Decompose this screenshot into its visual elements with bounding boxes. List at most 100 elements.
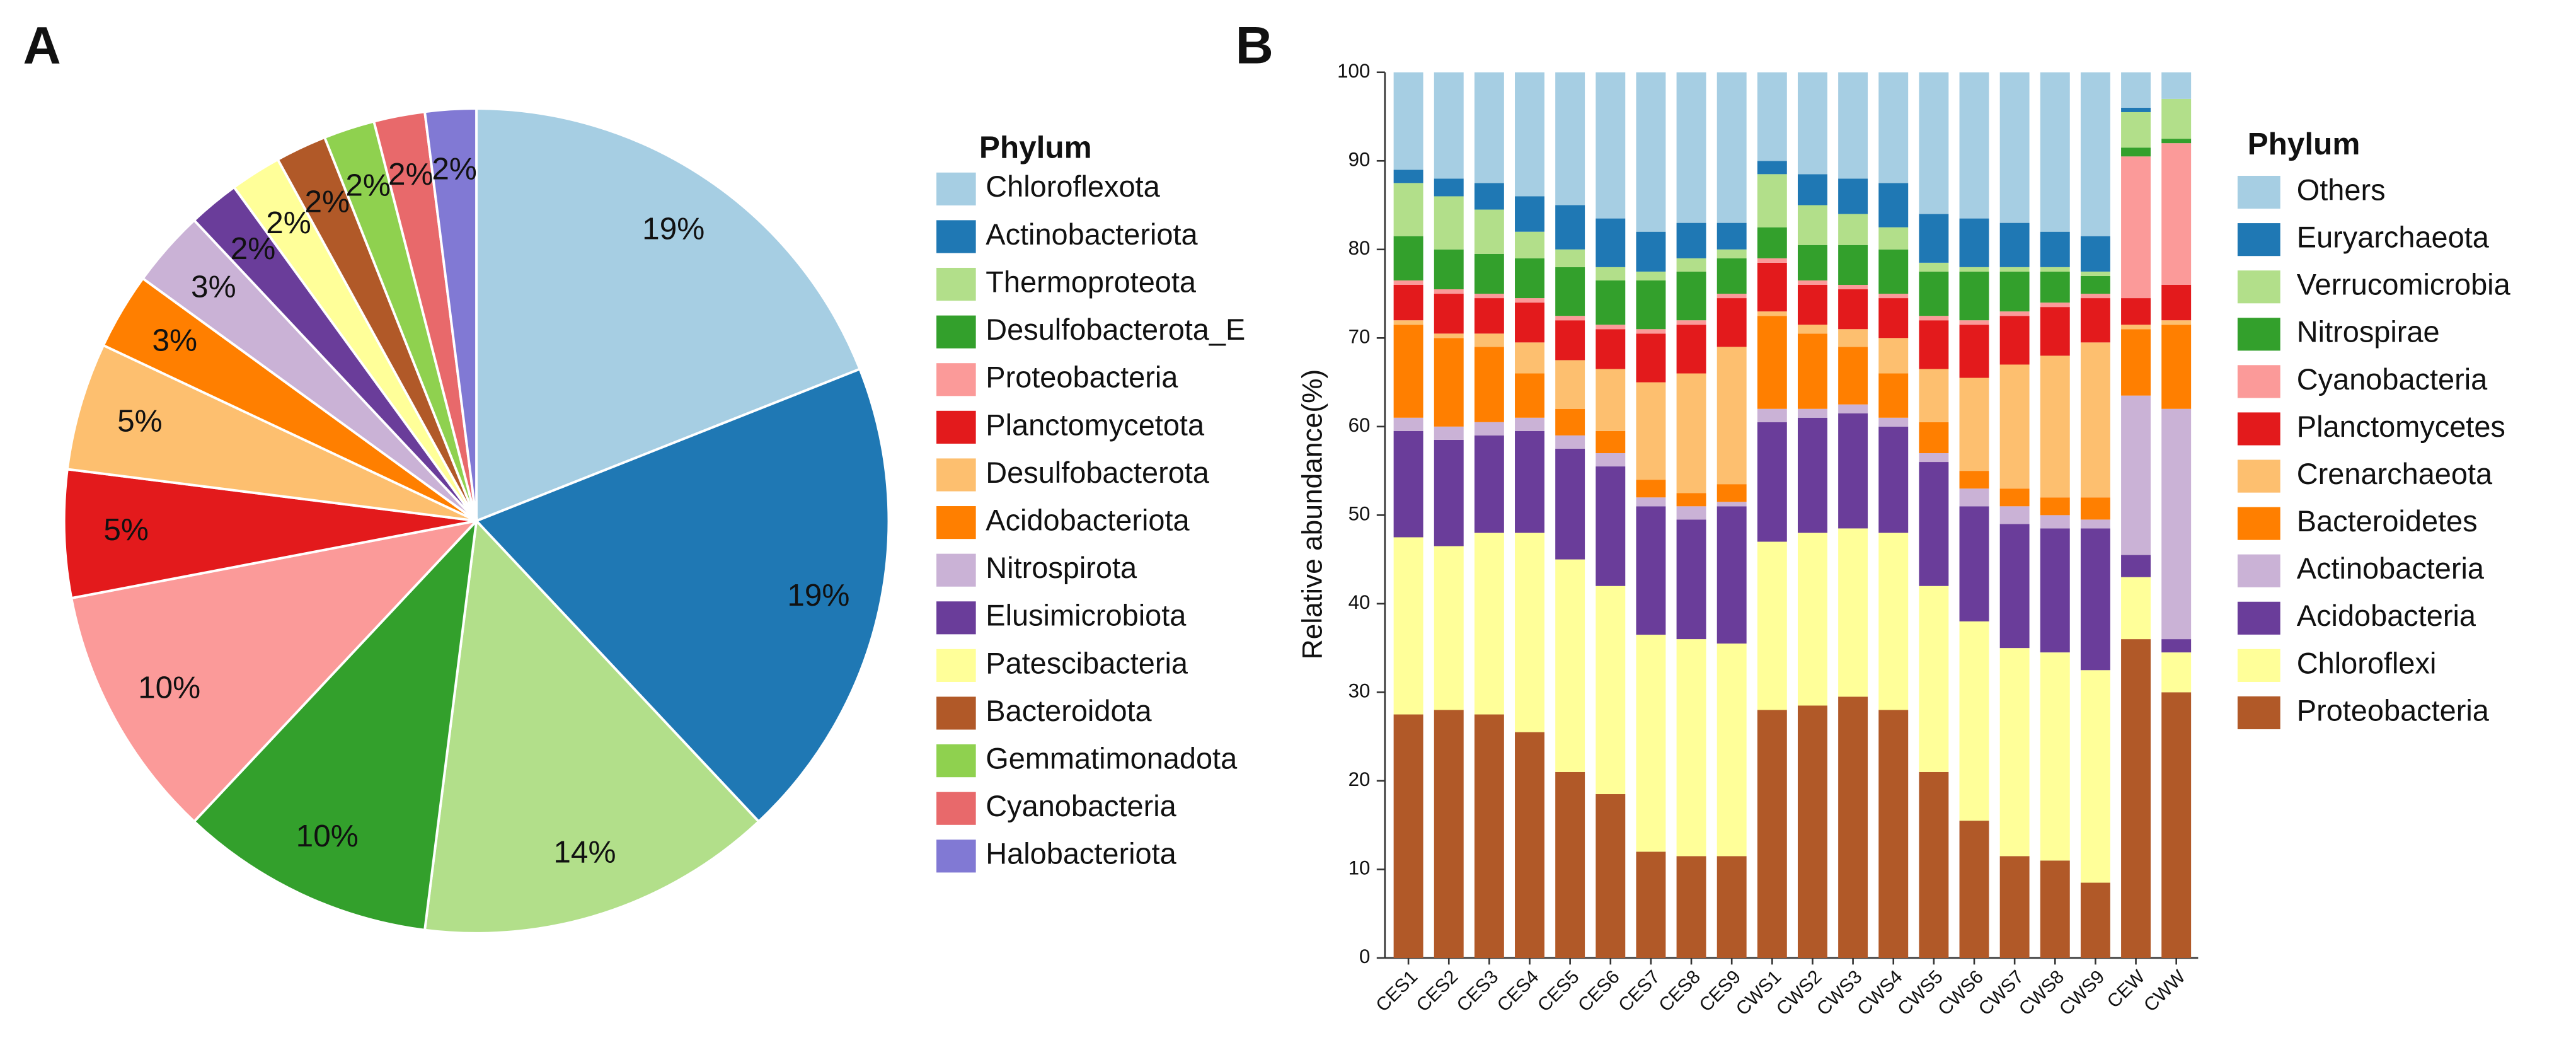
bar-segment: [1393, 537, 1423, 715]
bar-segment: [2040, 72, 2070, 232]
legend-swatch: [936, 315, 976, 349]
bar-segment: [1919, 462, 1949, 586]
bar-segment: [1999, 506, 2030, 524]
bar-segment: [2161, 284, 2192, 321]
bar-segment: [1919, 320, 1949, 369]
bar-segment: [2080, 882, 2110, 958]
x-tick-label: CES4: [1493, 966, 1543, 1016]
slice-label: 3%: [152, 323, 198, 357]
bar-segment: [1393, 430, 1423, 538]
bar-segment: [1878, 417, 1909, 427]
bar-segment: [1636, 635, 1666, 852]
bar-segment: [2161, 72, 2192, 99]
legend-label: Planctomycetota: [986, 408, 1205, 441]
bar-segment: [1474, 422, 1504, 436]
bar-segment: [1797, 174, 1827, 205]
bar-segment: [1838, 72, 1868, 179]
bar-segment: [1838, 214, 1868, 245]
bar-segment: [1959, 267, 1989, 272]
panel-label: B: [1236, 15, 1274, 74]
bar-segment: [1757, 541, 1787, 710]
pie-slice: [423, 518, 761, 935]
bar-segment: [1959, 506, 1989, 621]
bar-segment: [1434, 439, 1464, 546]
x-tick-label: CWS2: [1773, 966, 1826, 1020]
legend-label: Crenarchaeota: [2297, 458, 2493, 490]
bar-segment: [2121, 107, 2151, 112]
legend-label: Patescibacteria: [986, 647, 1188, 679]
x-tick-label: CWW: [2140, 966, 2190, 1016]
bar-segment: [1878, 533, 1909, 710]
legend-swatch: [2237, 365, 2280, 398]
bar-segment: [1878, 338, 1909, 374]
bar-segment: [1878, 249, 1909, 294]
bar-segment: [1716, 502, 1747, 507]
bar-segment: [1878, 227, 1909, 250]
bar-segment: [1393, 320, 1423, 325]
x-tick-label: CES6: [1574, 966, 1624, 1016]
bar-segment: [1716, 249, 1747, 258]
bar-segment: [2121, 555, 2151, 577]
bar-segment: [1434, 338, 1464, 427]
legend-label: Chloroflexi: [2297, 647, 2437, 679]
bar-segment: [1393, 714, 1423, 958]
bar-segment: [1838, 245, 1868, 285]
pie-slice: [62, 468, 477, 600]
bar-segment: [1676, 639, 1706, 857]
y-tick-label: 60: [1348, 414, 1371, 436]
bar-segment: [1959, 621, 1989, 821]
bar-segment: [1757, 422, 1787, 542]
bar-segment: [1676, 506, 1706, 520]
bar-segment: [2080, 519, 2110, 529]
slice-label: 2%: [304, 184, 350, 219]
bar-segment: [1999, 364, 2030, 489]
bar-segment: [1555, 408, 1585, 436]
bar-segment: [1434, 710, 1464, 958]
bar-segment: [1434, 546, 1464, 710]
bar-segment: [1434, 426, 1464, 440]
bar-segment: [2121, 577, 2151, 640]
bar-segment: [1393, 284, 1423, 321]
legend-swatch: [2237, 175, 2280, 209]
bar-segment: [1757, 258, 1787, 263]
bar-segment: [2080, 670, 2110, 883]
bar-segment: [1474, 294, 1504, 299]
legend-label: Nitrospirota: [986, 551, 1137, 584]
bar-segment: [2040, 515, 2070, 529]
bar-segment: [1474, 298, 1504, 334]
legend-swatch: [936, 506, 976, 539]
slice-label: 19%: [642, 212, 704, 246]
pie-slice: [474, 367, 890, 824]
legend-title: Phylum: [2248, 127, 2360, 161]
bar-segment: [1999, 856, 2030, 958]
legend-label: Gemmatimonadota: [986, 742, 1238, 775]
bar-segment: [1716, 298, 1747, 347]
slice-label: 2%: [345, 168, 391, 203]
bar-segment: [1838, 413, 1868, 529]
bar-segment: [1555, 316, 1585, 321]
bar-segment: [1716, 294, 1747, 299]
legend-label: Elusimicrobiota: [986, 599, 1187, 632]
bar-segment: [1999, 271, 2030, 312]
slice-label: 2%: [388, 157, 434, 192]
bar-segment: [2040, 307, 2070, 356]
bar-segment: [1919, 316, 1949, 321]
bar-segment: [1555, 559, 1585, 772]
bar-segment: [1474, 533, 1504, 715]
bar-segment: [1878, 183, 1909, 228]
bar-segment: [1434, 249, 1464, 290]
x-tick-label: CWS6: [1934, 966, 1987, 1020]
legend-label: Chloroflexota: [986, 170, 1160, 203]
bar-segment: [2080, 298, 2110, 343]
bar-segment: [1878, 426, 1909, 533]
bar-segment: [1838, 696, 1868, 958]
bar-segment: [1434, 333, 1464, 338]
y-tick-label: 20: [1348, 768, 1371, 790]
legend-label: Halobacteriota: [986, 838, 1176, 870]
bar-segment: [1676, 222, 1706, 258]
bar-segment: [1393, 280, 1423, 285]
bar-segment: [1716, 72, 1747, 223]
slice-label: 5%: [117, 403, 163, 438]
legend-swatch: [936, 458, 976, 492]
